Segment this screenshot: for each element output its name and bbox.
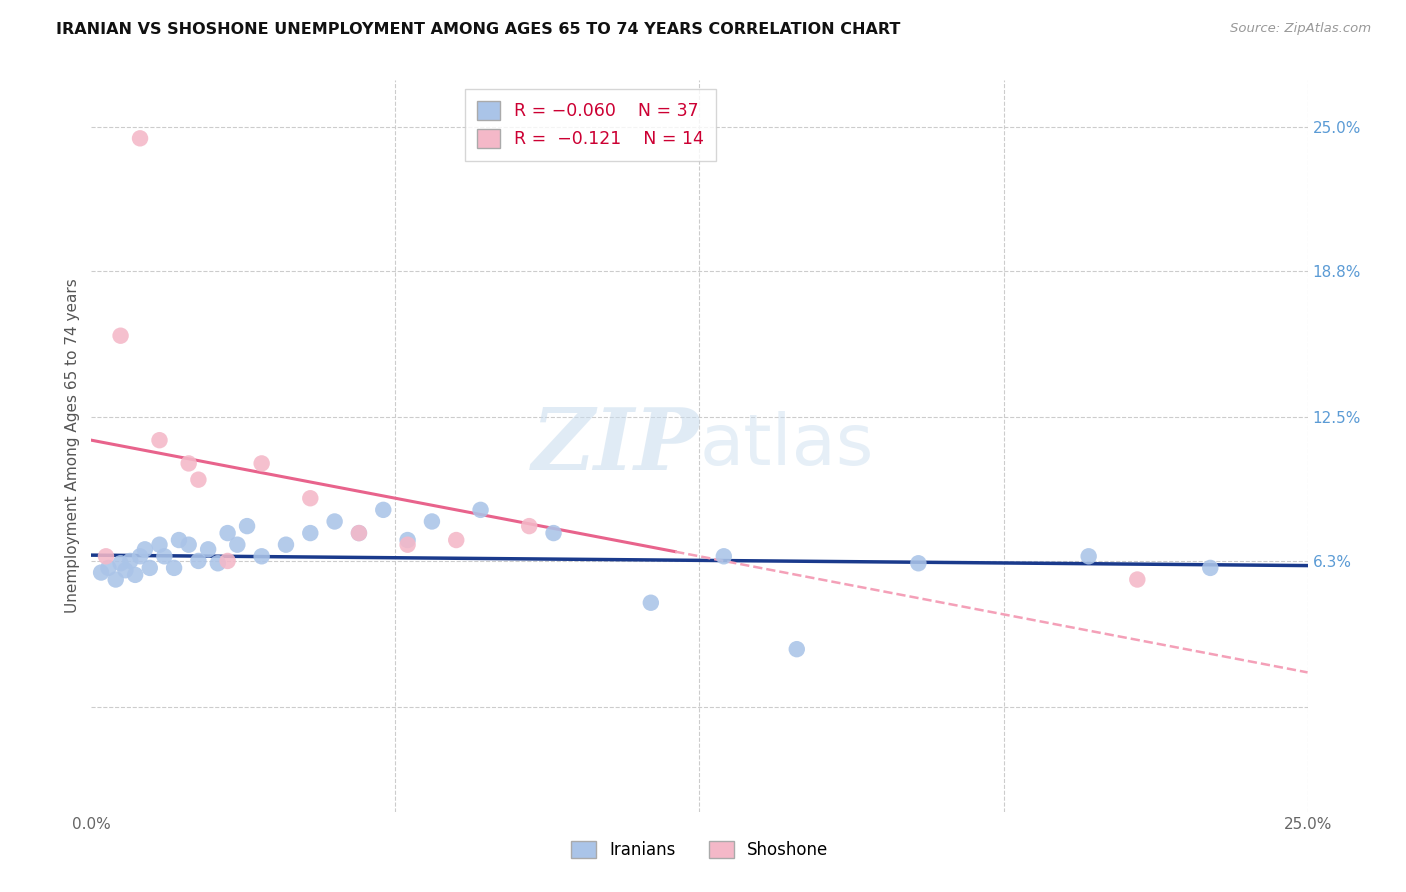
- Legend: R = −0.060    N = 37, R =  −0.121    N = 14: R = −0.060 N = 37, R = −0.121 N = 14: [465, 89, 716, 161]
- Point: [250, 549, 273, 564]
- Point: [907, 556, 929, 570]
- Point: [299, 491, 322, 506]
- Point: [236, 519, 259, 533]
- Point: [396, 538, 419, 552]
- Point: [114, 563, 136, 577]
- Text: atlas: atlas: [699, 411, 875, 481]
- Point: [134, 542, 156, 557]
- Y-axis label: Unemployment Among Ages 65 to 74 years: Unemployment Among Ages 65 to 74 years: [65, 278, 80, 614]
- Point: [153, 549, 176, 564]
- Point: [226, 538, 249, 552]
- Text: ZIP: ZIP: [531, 404, 699, 488]
- Point: [250, 457, 273, 471]
- Point: [97, 561, 120, 575]
- Point: [543, 526, 565, 541]
- Point: [139, 561, 162, 575]
- Point: [299, 526, 322, 541]
- Point: [640, 596, 662, 610]
- Point: [420, 515, 443, 529]
- Point: [177, 538, 200, 552]
- Point: [1126, 573, 1149, 587]
- Point: [373, 503, 395, 517]
- Point: [1199, 561, 1222, 575]
- Point: [120, 554, 142, 568]
- Point: [187, 554, 209, 568]
- Point: [187, 473, 209, 487]
- Point: [167, 533, 190, 547]
- Point: [110, 556, 132, 570]
- Text: Source: ZipAtlas.com: Source: ZipAtlas.com: [1230, 22, 1371, 36]
- Point: [217, 554, 239, 568]
- Point: [217, 526, 239, 541]
- Point: [347, 526, 370, 541]
- Point: [396, 533, 419, 547]
- Point: [163, 561, 186, 575]
- Point: [148, 538, 170, 552]
- Point: [444, 533, 467, 547]
- Point: [347, 526, 370, 541]
- Point: [177, 457, 200, 471]
- Point: [323, 515, 346, 529]
- Point: [274, 538, 297, 552]
- Point: [90, 566, 112, 580]
- Point: [207, 556, 229, 570]
- Point: [197, 542, 219, 557]
- Point: [110, 328, 132, 343]
- Point: [129, 131, 152, 145]
- Point: [517, 519, 540, 533]
- Point: [1077, 549, 1099, 564]
- Point: [94, 549, 117, 564]
- Point: [148, 433, 170, 447]
- Point: [129, 549, 152, 564]
- Point: [124, 567, 146, 582]
- Point: [713, 549, 735, 564]
- Text: IRANIAN VS SHOSHONE UNEMPLOYMENT AMONG AGES 65 TO 74 YEARS CORRELATION CHART: IRANIAN VS SHOSHONE UNEMPLOYMENT AMONG A…: [56, 22, 901, 37]
- Point: [104, 573, 127, 587]
- Point: [786, 642, 808, 657]
- Point: [470, 503, 492, 517]
